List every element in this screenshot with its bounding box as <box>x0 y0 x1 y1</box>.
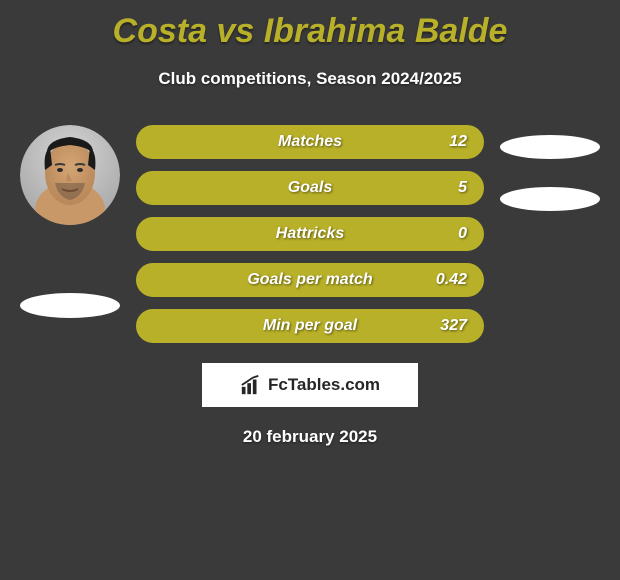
stat-label: Min per goal <box>263 317 357 335</box>
logo-text: FcTables.com <box>268 375 380 395</box>
stats-column: Matches 12 Goals 5 Hattricks 0 Goals per… <box>130 125 490 355</box>
stat-value: 0 <box>458 225 467 243</box>
stat-row-goals: Goals 5 <box>136 171 484 205</box>
stat-row-goals-per-match: Goals per match 0.42 <box>136 263 484 297</box>
date-text: 20 february 2025 <box>0 427 620 447</box>
content-area: Matches 12 Goals 5 Hattricks 0 Goals per… <box>0 125 620 355</box>
logo-box: FcTables.com <box>202 363 418 407</box>
stat-value: 5 <box>458 179 467 197</box>
player-right-column <box>490 125 610 355</box>
stat-label: Goals <box>288 179 332 197</box>
chart-icon <box>240 374 262 396</box>
avatar-icon <box>20 125 120 225</box>
stat-value: 0.42 <box>436 271 467 289</box>
logo-suffix: .com <box>340 375 380 394</box>
player-avatar <box>20 125 120 225</box>
stat-value: 327 <box>440 317 467 335</box>
left-oval-shadow <box>20 293 120 318</box>
logo-prefix: Fc <box>268 375 288 394</box>
player-left-column <box>10 125 130 355</box>
stat-label: Hattricks <box>276 225 344 243</box>
subtitle: Club competitions, Season 2024/2025 <box>0 69 620 89</box>
stat-label: Goals per match <box>247 271 372 289</box>
stat-row-min-per-goal: Min per goal 327 <box>136 309 484 343</box>
logo-main: Tables <box>288 375 341 394</box>
stat-row-matches: Matches 12 <box>136 125 484 159</box>
stat-row-hattricks: Hattricks 0 <box>136 217 484 251</box>
stat-value: 12 <box>449 133 467 151</box>
right-oval-1 <box>500 135 600 159</box>
stat-label: Matches <box>278 133 342 151</box>
right-oval-2 <box>500 187 600 211</box>
page-title: Costa vs Ibrahima Balde <box>0 0 620 51</box>
